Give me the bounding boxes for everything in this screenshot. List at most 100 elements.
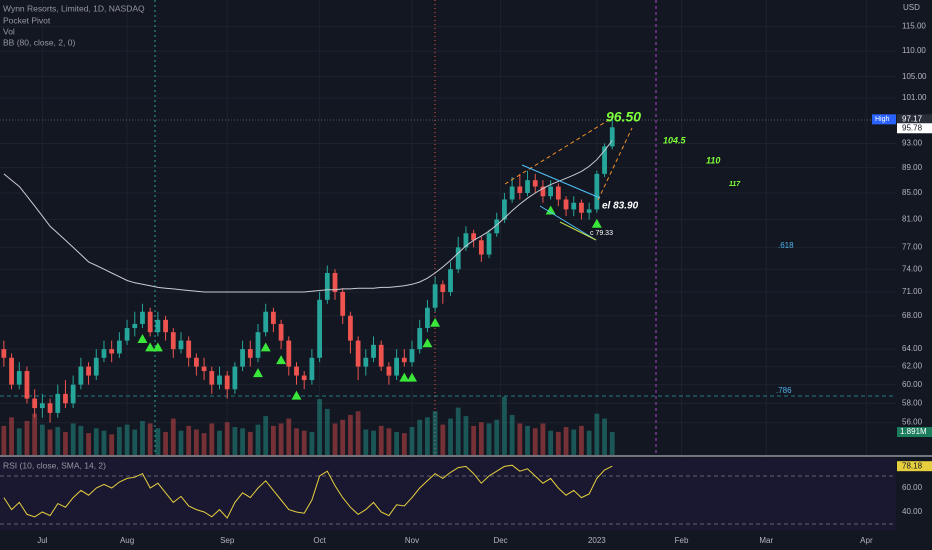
volume-bar <box>271 425 276 455</box>
candle-body <box>494 219 500 234</box>
volume-bar <box>247 431 253 455</box>
volume-bar <box>455 407 461 455</box>
volume-bar <box>78 425 84 455</box>
volume-bar <box>232 427 238 455</box>
candle-body <box>555 186 561 200</box>
candle-body <box>609 127 615 147</box>
volume-bar <box>609 432 615 455</box>
candle-body <box>240 349 245 367</box>
candle-body <box>409 349 415 363</box>
volume-bar <box>324 408 330 455</box>
candle-body <box>301 375 307 381</box>
volume-bar <box>278 423 284 455</box>
price-badge <box>897 114 932 125</box>
y-tick-label: 56.00 <box>902 418 923 427</box>
volume-bar <box>186 425 192 455</box>
volume-bar <box>55 427 61 455</box>
volume-bar <box>471 425 477 455</box>
volume-bar <box>116 427 122 455</box>
pocket-pivot <box>260 342 271 352</box>
candle-body <box>571 202 577 210</box>
y-tick-label: 105.00 <box>902 72 927 81</box>
price-badge <box>872 114 896 125</box>
volume-bar <box>579 425 584 455</box>
candle-body <box>509 186 515 200</box>
volume-bar <box>355 411 361 455</box>
candle-body <box>263 311 269 333</box>
volume-bar <box>494 419 500 455</box>
bb-line <box>3 140 613 293</box>
pocket-pivot <box>407 372 418 382</box>
annotation: .618 <box>778 241 794 250</box>
volume-bar <box>263 416 269 455</box>
volume-bar <box>286 418 292 455</box>
candle-body <box>324 272 330 300</box>
annotation: 110 <box>706 155 720 165</box>
candle-body <box>348 315 353 341</box>
legend: Wynn Resorts, Limited, 1D, NASDAQ Pocket… <box>3 3 145 470</box>
candle-body <box>55 393 61 413</box>
candle-body <box>517 186 523 193</box>
candle-body <box>332 272 338 293</box>
candle-body <box>209 371 215 385</box>
candle-body <box>448 269 453 293</box>
annotation: 96.50 <box>606 109 641 125</box>
candle-body <box>147 311 153 333</box>
candle-body <box>39 403 45 409</box>
volume-bar <box>363 429 369 455</box>
candle-body <box>170 332 176 350</box>
currency: USD <box>903 3 920 12</box>
y-tick-label: 40.00 <box>902 507 923 516</box>
y-tick-label: 110.00 <box>902 46 926 55</box>
volume-bar <box>317 399 322 455</box>
y-tick-label: 77.00 <box>902 242 923 251</box>
candle-body <box>1 349 7 358</box>
volume-bar <box>201 433 207 455</box>
x-tick-label: 2023 <box>588 536 606 545</box>
pocket-pivot <box>545 205 556 215</box>
volume-bar <box>432 411 438 455</box>
price-badge-label: 95.78 <box>902 123 923 132</box>
volume-bar <box>386 428 392 455</box>
candle-body <box>425 307 430 329</box>
candle-body <box>355 340 361 367</box>
candle-body <box>286 340 292 367</box>
volume-bar <box>478 422 484 455</box>
x-tick-label: Aug <box>120 536 134 545</box>
indicator-label: Vol <box>3 26 15 36</box>
volume-bar <box>140 421 145 455</box>
candle-body <box>101 349 107 358</box>
volume-bar <box>509 414 515 455</box>
volume-bar <box>463 416 469 455</box>
volume-bar <box>555 431 561 455</box>
volume-bar <box>1 425 7 455</box>
candle-body <box>124 328 130 341</box>
volume-bar <box>39 424 45 455</box>
pocket-pivot <box>430 317 441 327</box>
annotation: .786 <box>776 386 792 395</box>
candle-body <box>478 240 484 255</box>
candle-body <box>78 366 84 385</box>
candle-body <box>525 180 530 193</box>
candle-body <box>432 284 438 308</box>
volume-bar <box>109 434 115 455</box>
candle-body <box>224 375 230 390</box>
volume-bar <box>24 421 30 455</box>
volume-bar <box>301 430 307 455</box>
candle-body <box>371 344 376 358</box>
y-tick-label: 60.00 <box>902 483 923 492</box>
volume-bar <box>378 425 384 455</box>
pocket-pivot <box>152 342 163 352</box>
price-badge <box>897 427 932 438</box>
volume-bar <box>394 431 400 455</box>
volume-bar <box>486 423 492 455</box>
y-tick-label: 93.00 <box>902 139 923 148</box>
candle-body <box>63 393 68 404</box>
candle-body <box>193 357 199 367</box>
candle-body <box>317 299 322 358</box>
volume-bar <box>294 428 299 455</box>
candle-body <box>440 284 446 293</box>
pocket-pivot <box>145 342 156 352</box>
volume-bar <box>417 419 423 455</box>
volume-bar <box>340 419 346 455</box>
